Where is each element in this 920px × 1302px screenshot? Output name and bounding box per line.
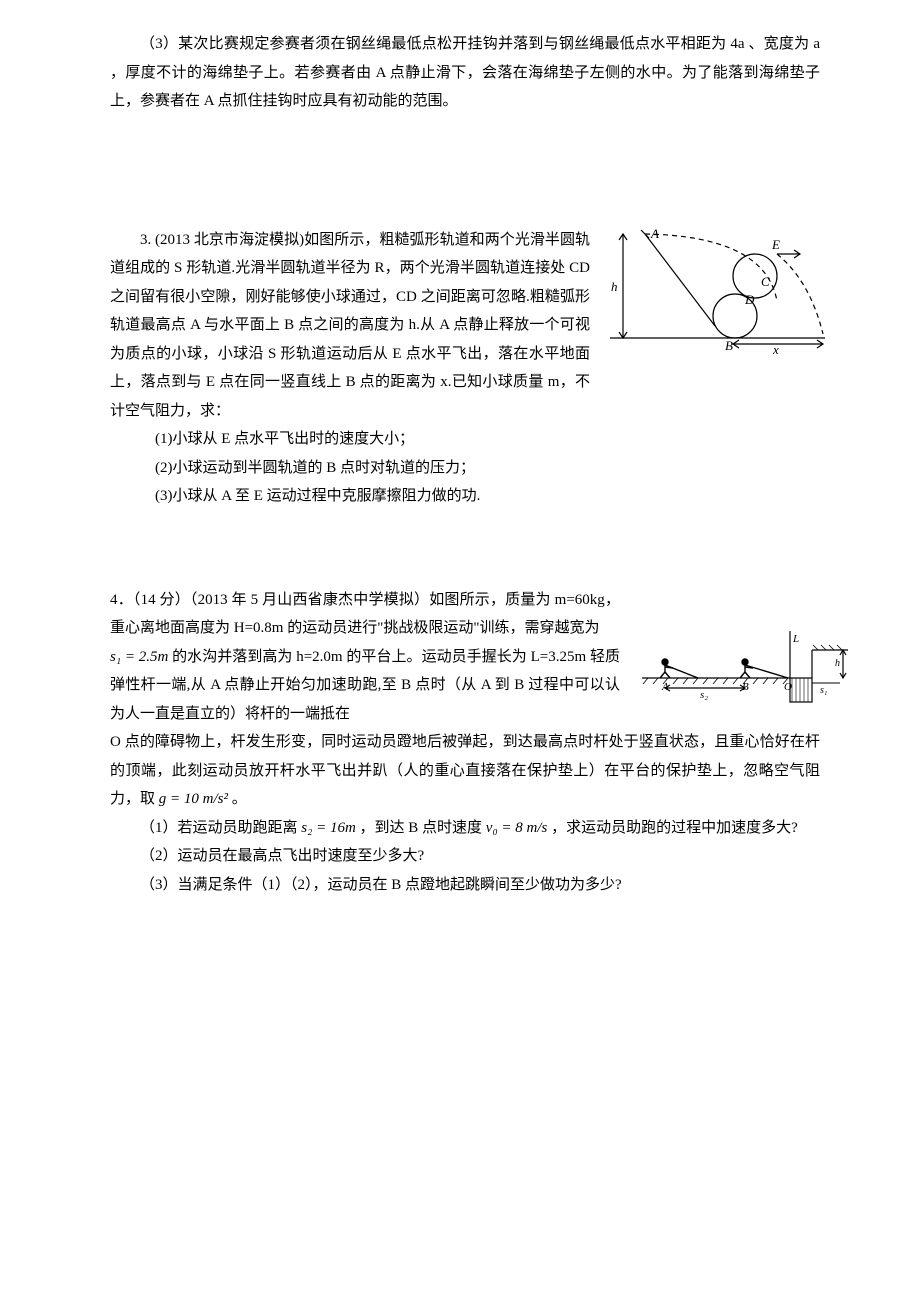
- problem-3-q2: (2)小球运动到半圆轨道的 B 点时对轨道的压力；: [110, 454, 820, 483]
- problem-4-intro-c: O 点的障碍物上，杆发生形变，同时运动员蹬地后被弹起，到达最高点时杆处于竖直状态…: [110, 728, 820, 814]
- fig4-label-h: h: [835, 658, 840, 669]
- problem-3-q1: (1)小球从 E 点水平飞出时的速度大小；: [110, 425, 820, 454]
- fig3-label-h: h: [611, 279, 618, 294]
- problem-4: A B O L h s₂ s₁ 4．（14 分）（2013 年 5 月山西省康杰…: [110, 586, 820, 900]
- problem-4-figure: A B O L h s₂ s₁: [640, 628, 850, 708]
- fig4-label-s1: s₁: [820, 685, 827, 696]
- fig4-label-s2: s₂: [700, 689, 708, 701]
- problem-4-q3: （3）当满足条件（1）（2），运动员在 B 点蹬地起跳瞬间至少做功为多少?: [110, 871, 820, 900]
- fig4-label-A: A: [661, 681, 669, 693]
- fig3-label-C: C: [761, 274, 770, 289]
- fig3-label-E: E: [771, 237, 780, 252]
- problem-2-q3: （3）某次比赛规定参赛者须在钢丝绳最低点松开挂钩并落到与钢丝绳最低点水平相距为 …: [110, 30, 820, 116]
- fig3-label-A: A: [650, 226, 659, 241]
- fig4-label-L: L: [792, 633, 799, 645]
- fig3-label-B: B: [725, 338, 733, 353]
- problem-3-q3: (3)小球从 A 至 E 运动过程中克服摩擦阻力做的功.: [110, 482, 820, 511]
- fig3-label-D: D: [744, 292, 755, 307]
- fig3-label-x: x: [772, 342, 779, 356]
- problem-3-figure: A E C D B h x: [605, 226, 830, 356]
- problem-4-q2: （2）运动员在最高点飞出时速度至少多大?: [110, 842, 820, 871]
- fig4-label-B: B: [742, 681, 749, 693]
- problem-3: A E C D B h x 3. (2013 北京市海淀模拟)如图所示，粗糙弧形…: [110, 226, 820, 511]
- fig4-label-O: O: [784, 681, 792, 693]
- problem-4-q1: （1）若运动员助跑距离 s₂ = 16m ，到达 B 点时速度 v₀ = 8 m…: [110, 814, 820, 843]
